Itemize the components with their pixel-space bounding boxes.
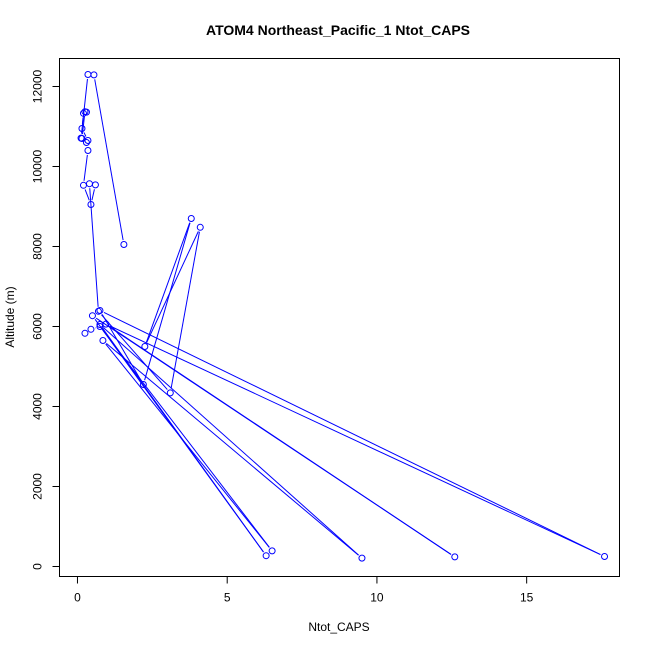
- data-point: [141, 343, 149, 350]
- series-segment: [103, 312, 601, 555]
- y-tick-label: 2000: [31, 473, 45, 500]
- series-segment: [144, 222, 191, 381]
- data-point: [99, 337, 107, 344]
- data-point: [262, 552, 270, 560]
- data-point: [82, 139, 90, 146]
- data-point: [187, 215, 195, 222]
- x-tick-label: 10: [370, 591, 384, 605]
- data-point: [87, 201, 95, 208]
- data-point: [79, 181, 87, 189]
- x-tick-label: 5: [224, 591, 231, 605]
- y-tick-label: 6000: [31, 313, 45, 340]
- y-axis: 0 2000 4000 6000 8000 10000 12000: [31, 69, 60, 570]
- series-segment: [101, 314, 168, 390]
- series-segment: [94, 319, 264, 553]
- data-point: [87, 325, 95, 333]
- data-point: [196, 223, 204, 231]
- y-tick-label: 8000: [31, 233, 45, 260]
- data-point: [84, 147, 92, 154]
- data-point: [102, 320, 110, 328]
- x-tick-label: 0: [74, 591, 81, 605]
- data-point: [120, 241, 128, 248]
- series-segment: [109, 325, 601, 556]
- series-segment: [109, 326, 452, 555]
- x-axis: 0 5 10 15: [74, 576, 534, 605]
- data-point: [601, 553, 609, 560]
- series-segment: [170, 231, 200, 389]
- y-tick-label: 0: [31, 563, 45, 570]
- data-point: [78, 125, 86, 132]
- data-point: [451, 553, 459, 561]
- x-tick-label: 15: [520, 591, 534, 605]
- data-point: [268, 547, 276, 555]
- data-point: [84, 137, 92, 144]
- data-point: [81, 329, 89, 337]
- data-point: [77, 134, 85, 142]
- y-tick-label: 4000: [31, 393, 45, 420]
- data-point: [166, 389, 174, 397]
- data-point: [81, 108, 89, 116]
- y-tick-label: 12000: [31, 69, 45, 103]
- y-tick-label: 10000: [31, 149, 45, 183]
- y-axis-label: Altitude (m): [3, 286, 17, 347]
- series-segment: [83, 132, 87, 137]
- series-layer: [77, 71, 609, 562]
- x-axis-label: Ntot_CAPS: [308, 620, 369, 634]
- series-segment: [106, 343, 359, 556]
- series-segment: [145, 222, 191, 343]
- series-segment: [94, 79, 124, 241]
- data-point: [90, 71, 98, 79]
- chart-title: ATOM4 Northeast_Pacific_1 Ntot_CAPS: [206, 22, 470, 38]
- series-segment: [102, 327, 359, 556]
- series-segment: [81, 78, 88, 134]
- series-segment: [146, 231, 199, 343]
- plot-area: [59, 58, 620, 577]
- data-point: [88, 312, 96, 320]
- data-point: [85, 180, 93, 188]
- data-point: [96, 323, 104, 330]
- data-point: [358, 554, 366, 562]
- series-segment: [84, 189, 90, 201]
- series-segment: [91, 189, 95, 201]
- data-point: [91, 181, 99, 189]
- data-point: [94, 307, 102, 315]
- series-segment: [83, 154, 88, 181]
- data-point: [139, 381, 147, 388]
- data-point: [84, 71, 92, 78]
